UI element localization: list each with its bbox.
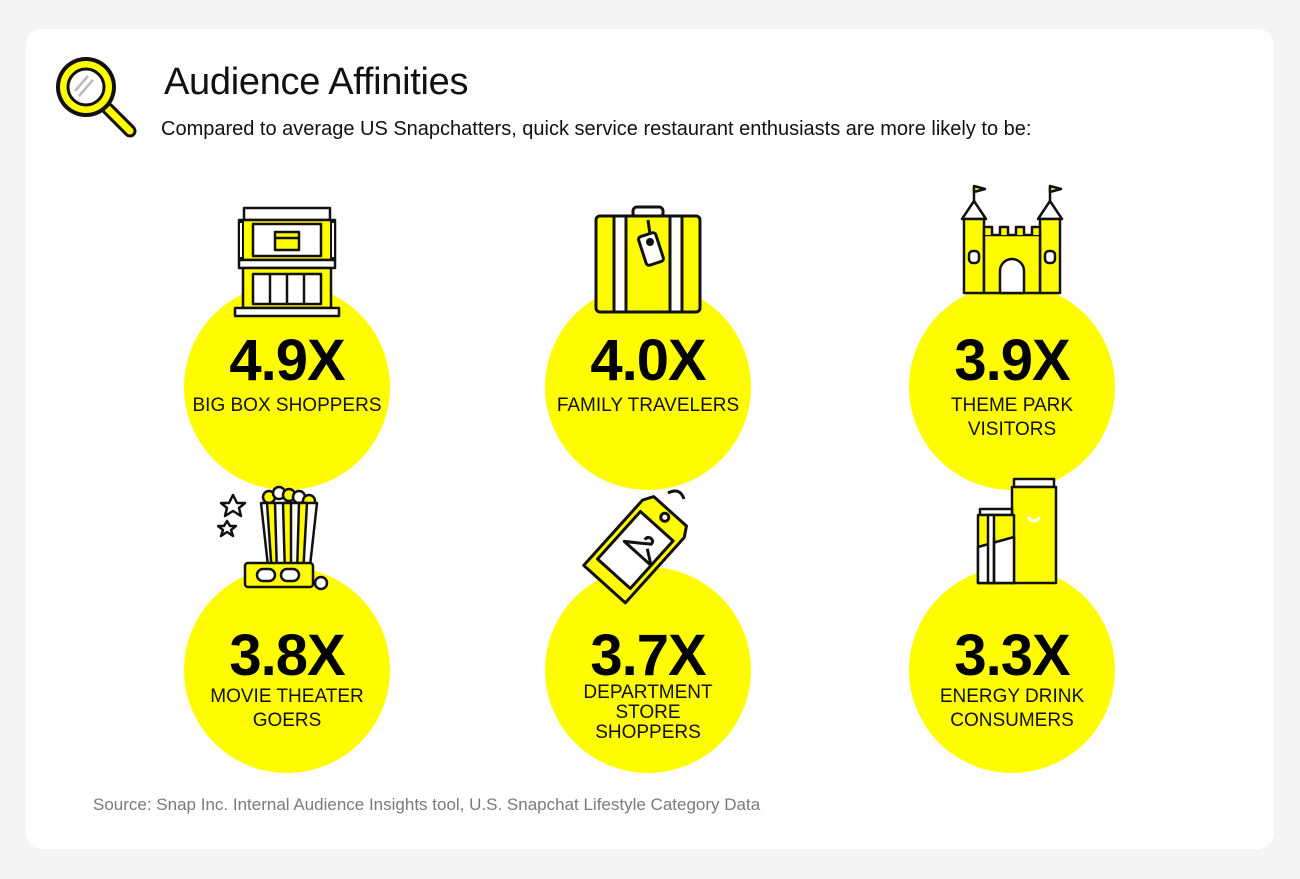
page-subtitle: Compared to average US Snapchatters, qui…	[161, 118, 1032, 140]
store-icon	[233, 206, 341, 318]
suitcase-icon	[594, 205, 702, 314]
stat-circle	[909, 567, 1115, 773]
energy-drink-icon	[976, 477, 1058, 585]
stat-label: FAMILY TRAVELERS	[556, 395, 740, 416]
infographic-card: Audience Affinities Compared to average …	[26, 29, 1274, 849]
stat-value: 3.9X	[954, 328, 1070, 393]
stat-value: 4.9X	[229, 328, 345, 393]
castle-icon	[960, 184, 1064, 295]
price-tag-icon	[582, 489, 688, 605]
magnifying-glass-icon	[56, 57, 137, 138]
stat-family-travelers: 4.0X FAMILY TRAVELERS	[498, 204, 798, 494]
stat-energy-drink-consumers: 3.3X ENERGY DRINK CONSUMERS	[862, 477, 1162, 773]
stat-circle	[184, 567, 390, 773]
stat-circle	[545, 567, 751, 773]
stat-label: MOVIE THEATER GOERS	[210, 686, 364, 731]
stat-department-store-shoppers: 3.7X DEPARTMENT STORE SHOPPERS	[498, 487, 798, 777]
popcorn-icon	[217, 485, 329, 591]
stat-value: 4.0X	[590, 328, 706, 393]
stat-value: 3.8X	[229, 623, 345, 688]
stat-label: ENERGY DRINK CONSUMERS	[939, 686, 1085, 731]
stat-label: BIG BOX SHOPPERS	[192, 395, 382, 416]
stat-value: 3.3X	[954, 623, 1070, 688]
stat-movie-theater-goers: 3.8X MOVIE THEATER GOERS	[137, 485, 437, 777]
stat-circle	[545, 284, 751, 490]
page-title: Audience Affinities	[164, 61, 469, 103]
source-note: Source: Snap Inc. Internal Audience Insi…	[93, 795, 761, 814]
stat-big-box-shoppers: 4.9X BIG BOX SHOPPERS	[137, 204, 437, 494]
stat-label: DEPARTMENT STORE SHOPPERS	[583, 682, 713, 743]
stat-label: THEME PARK VISITORS	[950, 395, 1074, 440]
stat-value: 3.7X	[590, 623, 706, 688]
stat-theme-park-visitors: 3.9X THEME PARK VISITORS	[862, 181, 1162, 490]
stat-circle	[909, 284, 1115, 490]
stat-circle	[184, 284, 390, 490]
